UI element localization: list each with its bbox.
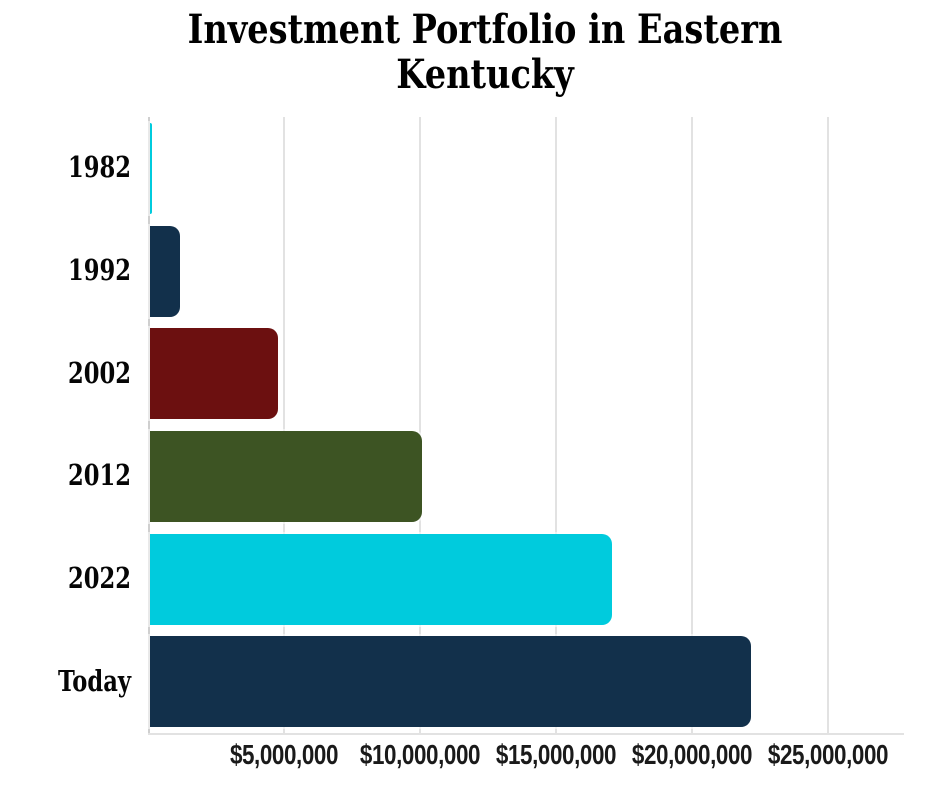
y-label-2012: 2012 bbox=[68, 458, 131, 493]
y-label-2002: 2002 bbox=[68, 355, 131, 390]
y-label-2022: 2022 bbox=[68, 561, 131, 595]
plot-area bbox=[148, 117, 904, 735]
gridline-25000000 bbox=[827, 117, 829, 733]
bar-2022 bbox=[150, 533, 613, 625]
y-label-1982: 1982 bbox=[68, 150, 131, 185]
x-tick-label-20000000: $20,000,000 bbox=[631, 739, 753, 770]
bar-1982 bbox=[150, 123, 153, 214]
x-tick-label-15000000: $15,000,000 bbox=[495, 739, 617, 770]
bar-1992 bbox=[150, 225, 180, 317]
y-axis-line bbox=[148, 117, 150, 733]
gridline-10000000 bbox=[419, 117, 421, 733]
y-label-1992: 1992 bbox=[68, 253, 131, 287]
chart-title: Investment Portfolio in Eastern Kentucky bbox=[187, 6, 783, 98]
gridline-20000000 bbox=[691, 117, 693, 733]
bar-2012 bbox=[150, 431, 422, 522]
bar-2002 bbox=[150, 328, 278, 420]
y-label-today: Today bbox=[58, 663, 132, 698]
x-tick-label-25000000: $25,000,000 bbox=[767, 739, 889, 770]
gridline-5000000 bbox=[283, 117, 285, 733]
bar-today bbox=[150, 636, 752, 728]
x-tick-label-5000000: $5,000,000 bbox=[229, 739, 339, 770]
gridline-15000000 bbox=[555, 117, 557, 733]
x-tick-label-10000000: $10,000,000 bbox=[359, 739, 481, 770]
